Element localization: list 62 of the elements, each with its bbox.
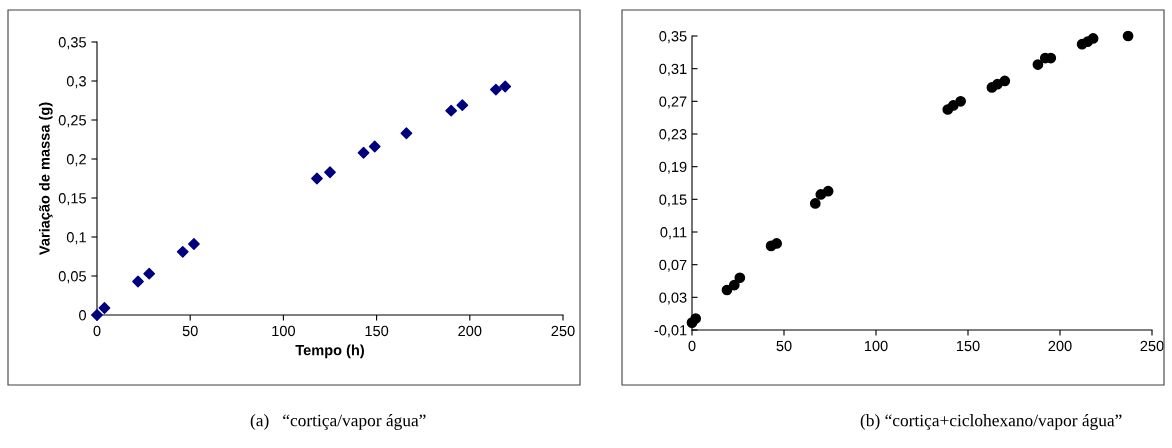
y-tick-label: 0,15 — [58, 193, 86, 206]
y-tick-label: -0,01 — [654, 325, 687, 338]
x-tick-label: 100 — [272, 325, 295, 337]
text: (a) “cortiça/vapor água” — [250, 414, 426, 430]
point — [1087, 33, 1099, 44]
point — [132, 275, 144, 288]
point — [999, 75, 1011, 87]
x-tick-label: 200 — [458, 325, 482, 337]
x-tick-label: 0 — [688, 340, 696, 352]
point — [91, 309, 103, 321]
y-tick-label: 0,05 — [58, 271, 86, 284]
x-tick-label: 100 — [864, 340, 888, 352]
point — [1032, 59, 1044, 70]
y-tick-label: 0,03 — [659, 292, 687, 305]
point — [690, 313, 702, 324]
y-tick-label: 0,35 — [659, 31, 687, 44]
x-tick-label: 200 — [1048, 340, 1072, 352]
x-tick-label: 150 — [365, 325, 389, 337]
x-tick-label: 250 — [551, 325, 575, 337]
point — [400, 127, 413, 140]
point — [445, 104, 458, 117]
x-tick-label: 0 — [93, 325, 101, 337]
point — [955, 95, 966, 107]
y-tick-label: 0,35 — [58, 37, 86, 50]
point — [143, 267, 156, 280]
x-tick-label: 150 — [956, 340, 980, 352]
x-tick-label: 250 — [1140, 340, 1164, 352]
y-tick-label: 0,15 — [659, 194, 687, 207]
text: (b) “cortiça+ciclohexano/vapor água” — [860, 414, 1122, 430]
point — [947, 100, 959, 111]
y-tick-label: 0,1 — [66, 232, 86, 245]
point — [771, 238, 782, 249]
point — [368, 140, 381, 153]
point — [1122, 30, 1134, 42]
y-tick-label: 0,23 — [659, 129, 687, 142]
x-tick-label: 50 — [182, 325, 198, 337]
point — [98, 302, 111, 314]
point — [311, 172, 323, 185]
y-tick-label: 0,25 — [58, 115, 86, 128]
point — [721, 284, 733, 296]
y-tick-label: 0,19 — [659, 161, 687, 174]
y-axis-title: Variação de massa (g) — [38, 102, 53, 255]
point — [490, 83, 502, 96]
y-tick-label: 0,2 — [66, 154, 86, 167]
y-tick-label: 0 — [79, 310, 87, 321]
point — [357, 146, 370, 159]
y-tick-label: 0,27 — [659, 96, 687, 109]
x-axis-title: Tempo (h) — [295, 344, 364, 359]
point — [324, 166, 336, 179]
point — [822, 185, 834, 197]
x-tick-label: 50 — [776, 340, 792, 352]
point — [176, 245, 189, 258]
point — [734, 272, 746, 284]
point — [809, 198, 821, 209]
point — [456, 99, 469, 112]
point — [188, 238, 200, 250]
point — [499, 80, 512, 93]
y-tick-label: 0,3 — [66, 76, 86, 89]
y-tick-label: 0,07 — [659, 259, 687, 272]
y-tick-label: 0,31 — [659, 63, 687, 76]
y-tick-label: 0,11 — [660, 227, 687, 240]
point — [728, 279, 740, 291]
